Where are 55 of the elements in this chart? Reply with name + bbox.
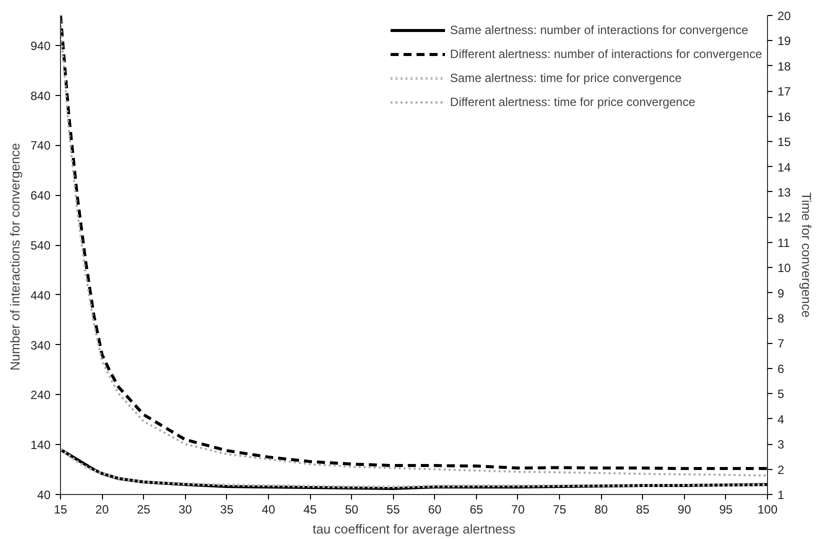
x-axis-title: tau coefficent for average alertness xyxy=(312,522,516,536)
y2-tick-label: 6 xyxy=(778,362,784,376)
x-tick-label: 55 xyxy=(386,502,400,516)
y2-tick-label: 12 xyxy=(778,210,792,225)
y2-tick-label: 1 xyxy=(778,488,784,502)
y2-tick-label: 3 xyxy=(778,438,784,452)
y-tick-label: 740 xyxy=(30,138,51,153)
y2-tick-label: 18 xyxy=(778,59,792,74)
y2-tick-label: 5 xyxy=(778,387,784,402)
x-tick-label: 65 xyxy=(470,502,484,516)
x-tick-label: 45 xyxy=(303,502,318,516)
y2-tick-label: 10 xyxy=(778,261,792,276)
legend-label: Same alertness: number of interactions for convergence xyxy=(450,23,748,37)
y2-tick-label: 19 xyxy=(778,34,792,48)
x-tick-label: 80 xyxy=(594,502,608,516)
x-tick-label: 35 xyxy=(220,502,234,516)
y2-tick-label: 7 xyxy=(778,336,784,351)
y2-tick-label: 15 xyxy=(778,135,792,150)
legend-label: Different alertness: number of interactions for convergence xyxy=(450,47,762,61)
x-tick-label: 25 xyxy=(137,502,151,516)
y-tick-label: 340 xyxy=(30,338,51,352)
x-tick-label: 90 xyxy=(678,502,692,516)
y-tick-label: 40 xyxy=(37,488,51,502)
y-axis-title: Number of interactions for convergence xyxy=(7,142,22,371)
y2-tick-label: 4 xyxy=(778,412,784,426)
y-tick-label: 140 xyxy=(30,438,51,452)
y-tick-label: 940 xyxy=(30,38,51,53)
x-tick-label: 50 xyxy=(344,502,359,516)
y2-tick-label: 17 xyxy=(778,84,792,99)
y-tick-label: 440 xyxy=(30,288,51,302)
y2-tick-label: 20 xyxy=(778,9,792,23)
x-tick-label: 15 xyxy=(54,502,68,516)
x-tick-label: 60 xyxy=(428,502,442,516)
y2-tick-label: 16 xyxy=(778,110,792,124)
y2-tick-label: 9 xyxy=(778,286,784,300)
x-tick-label: 70 xyxy=(511,502,525,516)
x-tick-label: 20 xyxy=(95,502,110,516)
y2-tick-label: 14 xyxy=(778,160,792,174)
y2-tick-label: 11 xyxy=(778,236,790,250)
x-tick-label: 30 xyxy=(178,502,192,516)
legend-label: Same alertness: time for price convergence xyxy=(450,71,682,85)
y-tick-label: 240 xyxy=(30,388,51,402)
y2-tick-label: 2 xyxy=(778,462,784,477)
x-tick-label: 40 xyxy=(262,502,276,516)
y-tick-label: 540 xyxy=(30,238,51,253)
y2-axis-title: Time for convergence xyxy=(798,192,814,318)
x-tick-label: 95 xyxy=(719,502,733,516)
x-tick-label: 100 xyxy=(757,502,778,516)
x-tick-label: 75 xyxy=(552,502,567,516)
y2-tick-label: 13 xyxy=(778,185,792,200)
y-tick-label: 840 xyxy=(30,88,51,103)
y-tick-label: 640 xyxy=(30,188,51,203)
legend-label: Different alertness: time for price convergence xyxy=(450,95,696,109)
y2-tick-label: 8 xyxy=(778,312,784,326)
x-tick-label: 85 xyxy=(636,502,650,516)
